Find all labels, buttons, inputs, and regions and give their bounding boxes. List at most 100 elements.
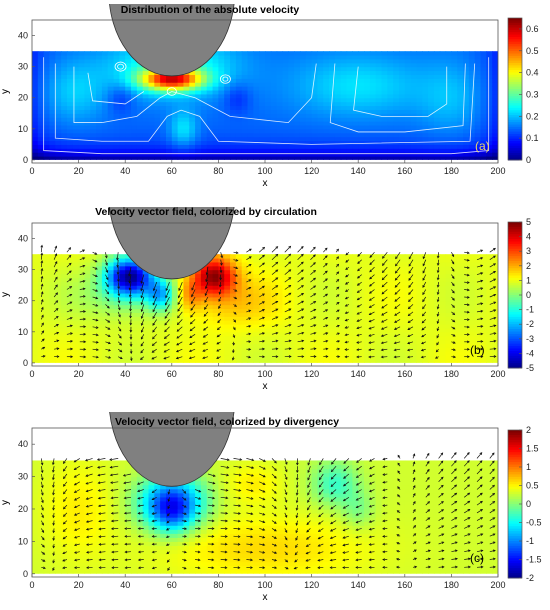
velocity-arrow-head — [237, 550, 241, 554]
y-tick-label: 0 — [23, 358, 28, 368]
velocity-arrow — [98, 481, 106, 484]
x-tick-label: 100 — [257, 369, 272, 379]
velocity-arrow-head — [202, 349, 206, 352]
velocity-arrow-head — [73, 543, 77, 547]
velocity-arrow-head — [426, 468, 430, 472]
velocity-arrow — [394, 341, 401, 344]
velocity-arrow — [66, 247, 71, 253]
velocity-arrow — [92, 274, 98, 277]
velocity-arrow — [220, 465, 229, 469]
colorbar-tick-label: 0 — [526, 290, 531, 300]
velocity-arrow-head — [110, 527, 114, 531]
velocity-arrow-head — [238, 489, 242, 492]
velocity-arrow — [369, 520, 375, 523]
velocity-arrow-head — [262, 339, 266, 343]
velocity-arrow — [369, 551, 375, 553]
velocity-arrow-head — [248, 324, 252, 328]
velocity-arrow-head — [85, 466, 89, 470]
velocity-arrow-head — [189, 335, 193, 339]
velocity-arrow-head — [83, 310, 87, 313]
velocity-arrow-head — [427, 533, 431, 537]
velocity-arrow — [271, 277, 278, 283]
velocity-arrow — [476, 468, 483, 475]
velocity-arrow-head — [467, 355, 470, 359]
velocity-arrow — [451, 541, 458, 545]
velocity-arrow-head — [98, 543, 102, 546]
velocity-arrow-head — [357, 275, 360, 279]
velocity-arrow-head — [355, 482, 359, 486]
velocity-arrow-head — [307, 462, 311, 466]
velocity-arrow — [463, 500, 470, 506]
velocity-arrow-head — [436, 299, 440, 303]
velocity-arrow-head — [218, 306, 221, 310]
velocity-arrow — [123, 473, 132, 477]
velocity-arrow — [284, 316, 292, 320]
velocity-arrow — [66, 286, 72, 290]
velocity-arrow-head — [262, 528, 266, 531]
velocity-arrow-head — [480, 287, 484, 290]
velocity-arrow-head — [63, 483, 66, 487]
velocity-arrow-head — [191, 294, 194, 298]
velocity-arrow-head — [42, 354, 46, 358]
velocity-arrow-head — [381, 313, 384, 316]
velocity-arrow-head — [137, 542, 141, 546]
velocity-arrow-head — [262, 355, 266, 359]
velocity-arrow-head — [318, 477, 322, 481]
velocity-arrow-head — [262, 558, 266, 562]
velocity-arrow — [63, 497, 68, 502]
velocity-arrow — [92, 251, 97, 255]
velocity-arrow-head — [467, 509, 471, 512]
velocity-arrow — [74, 496, 80, 501]
velocity-arrow — [66, 270, 72, 275]
velocity-arrow — [438, 558, 444, 560]
velocity-arrow — [182, 489, 186, 494]
velocity-arrow — [489, 340, 496, 343]
velocity-arrow — [220, 504, 228, 507]
velocity-arrow — [203, 341, 209, 345]
velocity-arrow-head — [466, 325, 470, 329]
velocity-arrow-head — [382, 565, 385, 569]
velocity-arrow-head — [110, 519, 114, 523]
velocity-arrow-head — [307, 470, 310, 474]
velocity-arrow-head — [83, 302, 86, 306]
velocity-arrow — [489, 263, 496, 268]
velocity-arrow — [438, 509, 444, 514]
velocity-arrow-head — [467, 468, 470, 471]
velocity-arrow-head — [492, 549, 496, 553]
velocity-arrow-head — [344, 311, 348, 314]
velocity-arrow — [259, 332, 265, 335]
velocity-arrow-head — [407, 320, 411, 324]
velocity-arrow — [307, 458, 311, 466]
velocity-arrow — [369, 304, 375, 308]
velocity-arrow-head — [225, 504, 229, 507]
velocity-arrow — [476, 492, 483, 498]
velocity-arrow-head — [124, 519, 127, 523]
velocity-arrow — [369, 296, 375, 301]
velocity-arrow — [421, 319, 427, 324]
velocity-arrow-head — [336, 286, 340, 290]
colorbar-tick-label: 1.5 — [526, 444, 539, 454]
velocity-arrow-head — [63, 491, 66, 495]
velocity-arrow — [438, 476, 444, 483]
velocity-arrow-head — [467, 557, 471, 561]
velocity-arrow — [271, 300, 278, 305]
velocity-arrow-head — [137, 496, 141, 500]
velocity-arrow-head — [262, 482, 266, 485]
velocity-arrow-head — [454, 468, 457, 472]
velocity-arrow — [246, 465, 254, 469]
velocity-arrow-head — [344, 304, 348, 307]
velocity-arrow-head — [451, 261, 455, 265]
velocity-arrow-head — [137, 511, 141, 515]
velocity-arrow — [99, 551, 106, 553]
velocity-arrow-head — [63, 499, 66, 502]
velocity-arrow — [66, 325, 73, 328]
velocity-arrow-head — [68, 254, 72, 258]
velocity-arrow-head — [369, 269, 372, 273]
velocity-arrow-head — [56, 347, 60, 351]
velocity-arrow — [369, 528, 375, 530]
velocity-arrow-head — [251, 474, 255, 477]
velocity-arrow-head — [203, 314, 207, 317]
velocity-arrow-head — [294, 552, 298, 556]
velocity-arrow-head — [319, 469, 322, 473]
velocity-arrow — [296, 505, 298, 511]
